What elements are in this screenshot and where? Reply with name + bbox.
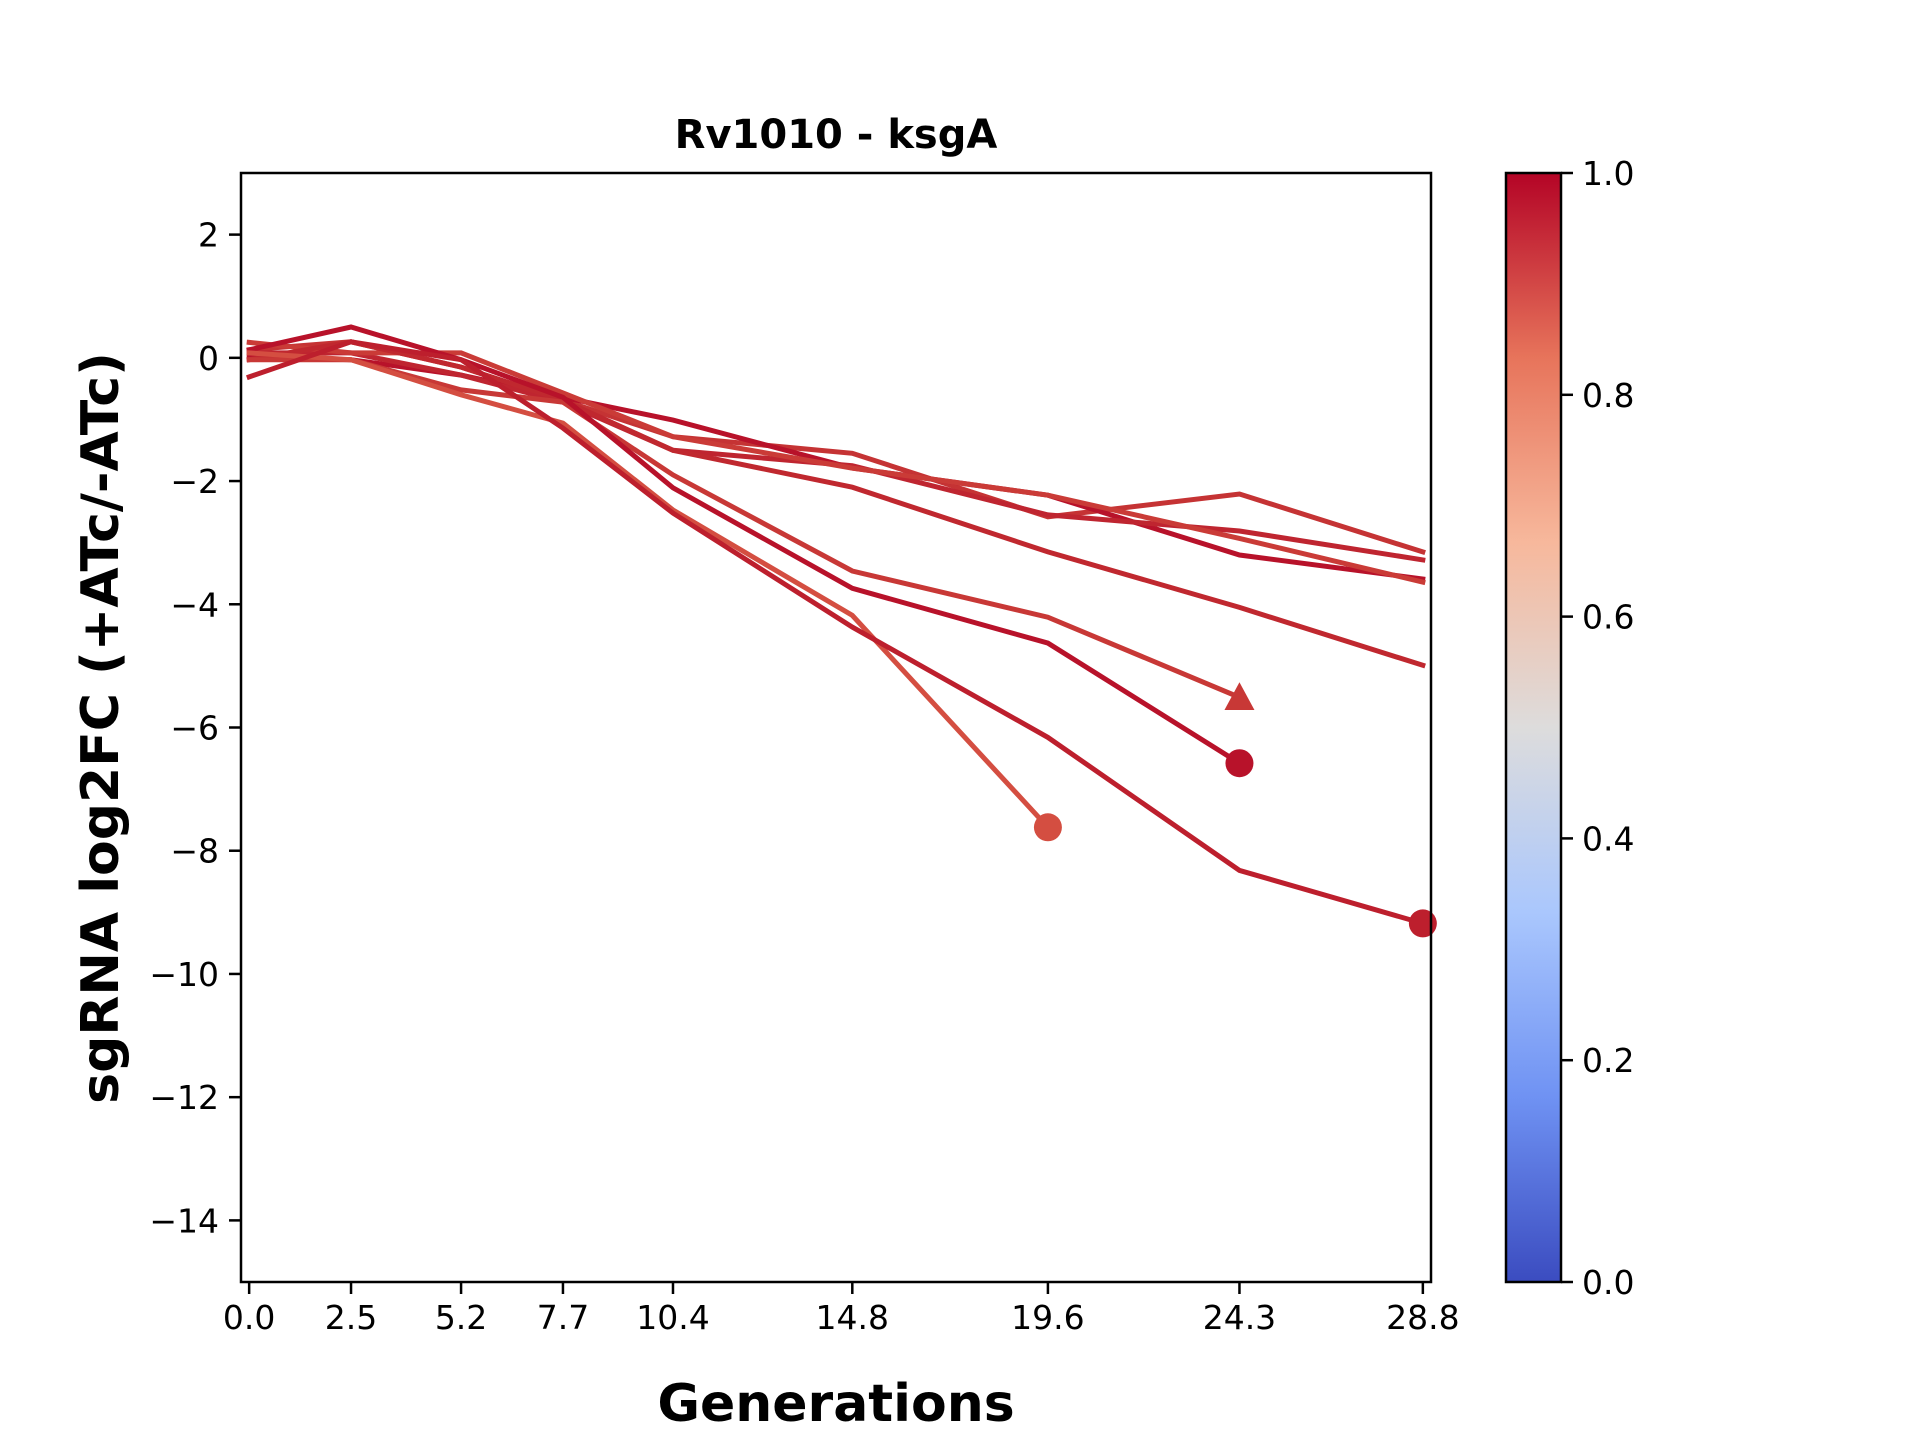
marker-layer <box>1033 682 1437 938</box>
series-line-1 <box>246 339 1426 556</box>
y-tick-label: −10 <box>149 955 219 994</box>
series-end-marker-circle <box>1225 749 1254 778</box>
x-tick-label: 19.6 <box>1011 1298 1084 1337</box>
colorbar-tick-label: 0.8 <box>1582 376 1634 415</box>
series-layer <box>246 324 1426 927</box>
colorbar-tick-label: 0.0 <box>1582 1263 1634 1302</box>
colorbar-tick-label: 0.2 <box>1582 1041 1634 1080</box>
series-line-9 <box>246 339 1426 927</box>
colorbar <box>1504 171 1563 1284</box>
y-tick-label: 0 <box>198 339 219 378</box>
x-tick-label: 14.8 <box>816 1298 889 1337</box>
y-tick-label: −12 <box>149 1078 219 1117</box>
y-axis-label: sgRNA log2FC (+ATc/-ATc) <box>71 352 131 1104</box>
colorbar-axis: 0.0 0.2 0.4 0.6 0.8 1.0 <box>1561 154 1634 1302</box>
y-tick-label: −6 <box>170 709 219 748</box>
x-axis: 0.0 2.5 5.2 7.7 10.4 14.8 19.6 24.3 28.8 <box>223 1282 1460 1337</box>
plot-frame <box>239 171 1433 1284</box>
colorbar-tick-label: 0.6 <box>1582 598 1634 637</box>
series-end-marker-circle <box>1408 909 1437 938</box>
y-tick-label: −4 <box>170 585 219 624</box>
y-tick-label: −8 <box>170 832 219 871</box>
x-tick-label: 24.3 <box>1203 1298 1276 1337</box>
series-line-2 <box>246 354 1426 582</box>
series-line-8 <box>246 350 1052 831</box>
colorbar-tick-label: 1.0 <box>1582 154 1634 193</box>
series-end-marker-circle <box>1033 813 1062 842</box>
colorbar-tick-label: 0.4 <box>1582 819 1634 858</box>
y-tick-label: −14 <box>149 1201 219 1240</box>
x-tick-label: 7.7 <box>537 1298 589 1337</box>
y-axis: 2 0 −2 −4 −6 −8 −10 −12 −14 <box>149 216 241 1240</box>
series-line-7 <box>246 324 1243 767</box>
y-tick-label: −2 <box>170 462 219 501</box>
x-tick-label: 10.4 <box>636 1298 709 1337</box>
x-tick-label: 28.8 <box>1386 1298 1459 1337</box>
y-tick-label: 2 <box>198 216 219 255</box>
x-tick-label: 2.5 <box>325 1298 377 1337</box>
x-tick-label: 0.0 <box>223 1298 275 1337</box>
series-line-4 <box>246 339 1426 586</box>
x-axis-label: Generations <box>657 1374 1014 1434</box>
x-tick-label: 5.2 <box>435 1298 487 1337</box>
series-end-marker-triangle <box>1224 682 1255 711</box>
chart-title: Rv1010 - ksgA <box>675 112 998 158</box>
